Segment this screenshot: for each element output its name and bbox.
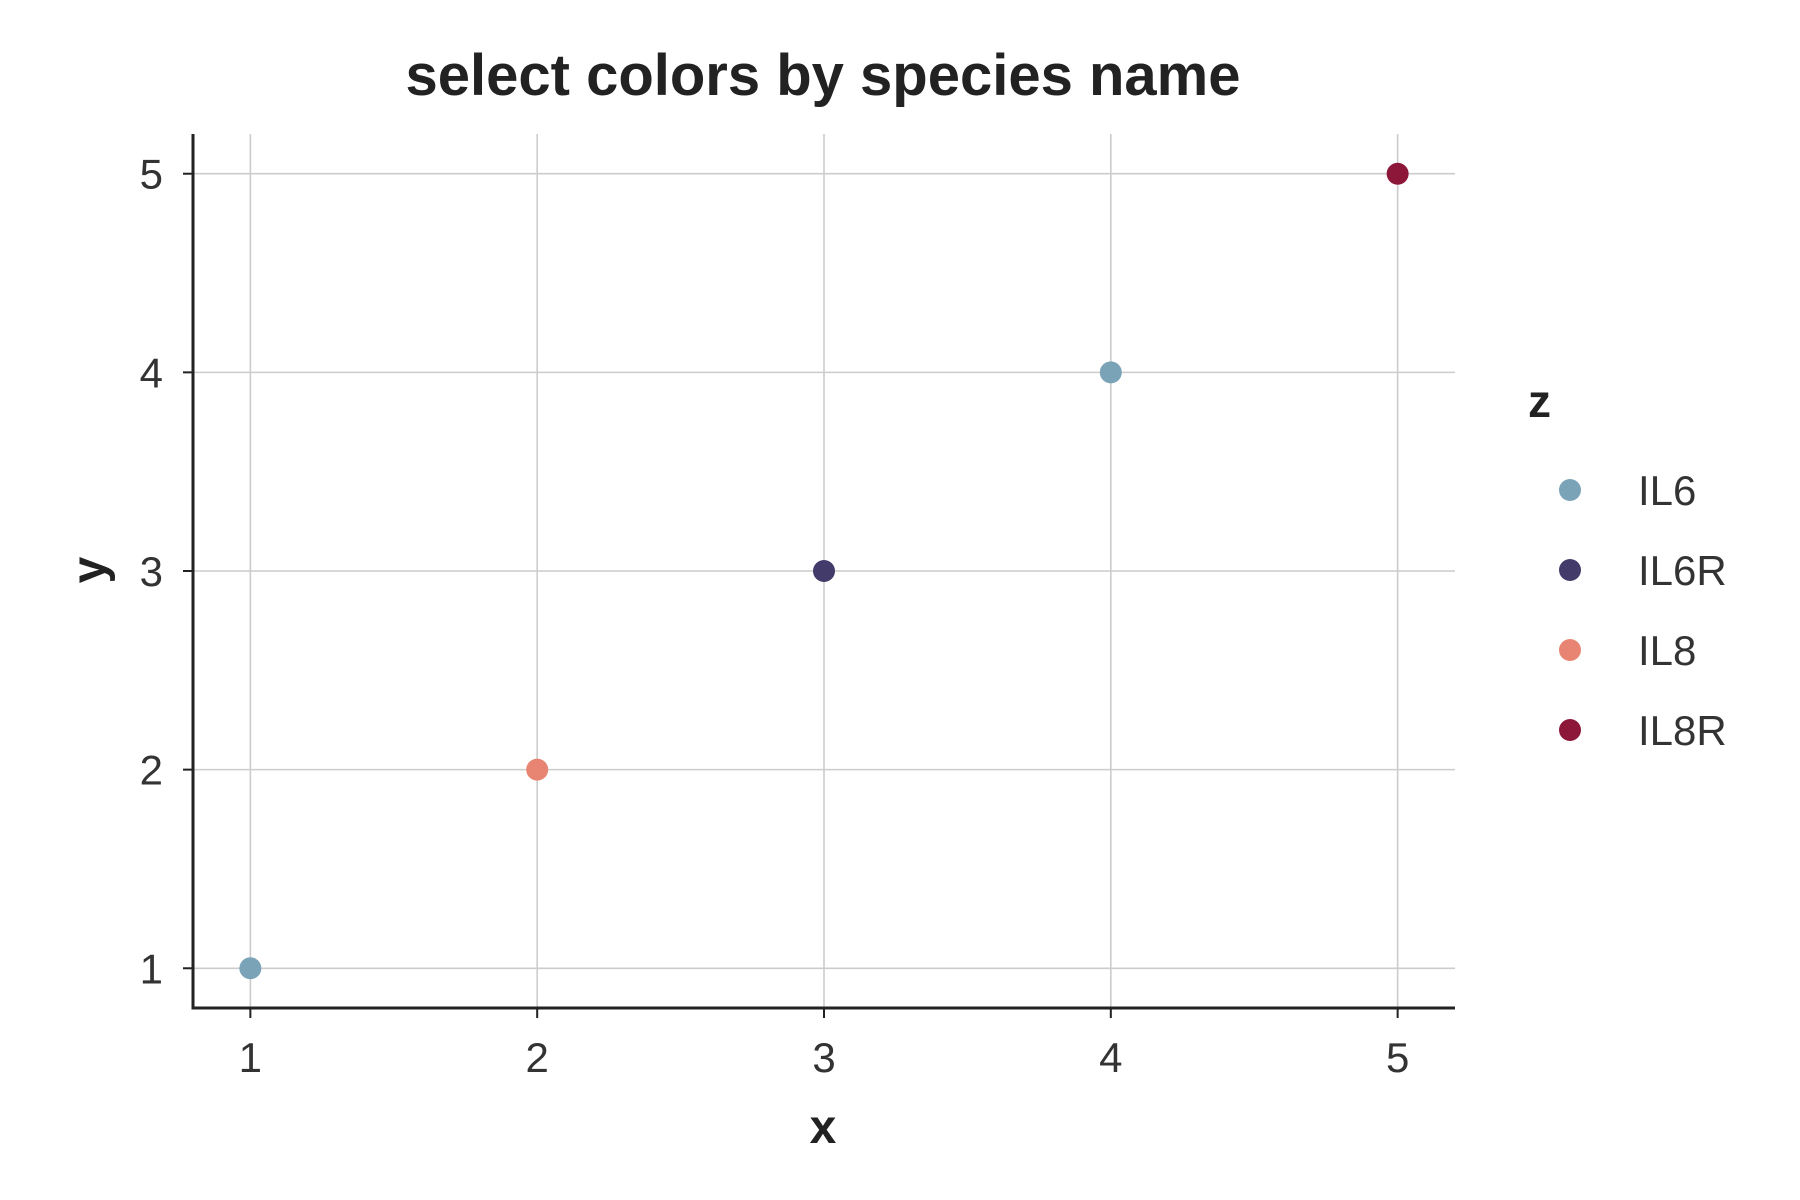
legend-marker [1559,719,1581,741]
legend-marker [1559,479,1581,501]
legend-item-il6r: IL6R [1559,547,1727,594]
x-axis-label: x [810,1101,837,1154]
y-tick-label: 1 [140,945,163,992]
y-tick-label: 5 [140,151,163,198]
legend-label: IL6 [1638,467,1696,514]
legend-marker [1559,639,1581,661]
axis-lines [191,134,1455,1010]
chart-title: select colors by species name [406,43,1241,108]
y-tick-label: 2 [140,747,163,794]
x-tick-label: 1 [239,1034,262,1081]
data-point-il6 [1099,361,1122,384]
legend-label: IL8R [1638,707,1727,754]
data-point-il6 [239,957,262,980]
legend-marker [1559,559,1581,581]
legend-label: IL6R [1638,547,1727,594]
tick-labels: 1 2 3 4 5 1 2 3 4 5 [140,151,1410,1081]
legend-items: IL6 IL6R IL8 IL8R [1559,467,1727,754]
legend: z IL6 IL6R IL8 IL8R [1528,375,1727,754]
data-point-il8 [526,758,549,781]
legend-item-il6: IL6 [1559,467,1696,514]
data-point-il6r [813,560,835,582]
x-tick-label: 4 [1099,1034,1122,1081]
y-axis-label: y [63,556,116,583]
y-tick-label: 4 [140,349,163,396]
data-points [239,162,1409,980]
legend-title: z [1528,375,1551,427]
legend-item-il8r: IL8R [1559,707,1727,754]
y-tick-label: 3 [140,548,163,595]
grid-lines [193,134,1455,1008]
data-point-il8r [1386,162,1409,185]
legend-label: IL8 [1638,627,1696,674]
x-tick-label: 3 [812,1034,835,1081]
legend-item-il8: IL8 [1559,627,1696,674]
x-tick-label: 2 [526,1034,549,1081]
axes [183,134,1455,1018]
x-tick-label: 5 [1386,1034,1409,1081]
